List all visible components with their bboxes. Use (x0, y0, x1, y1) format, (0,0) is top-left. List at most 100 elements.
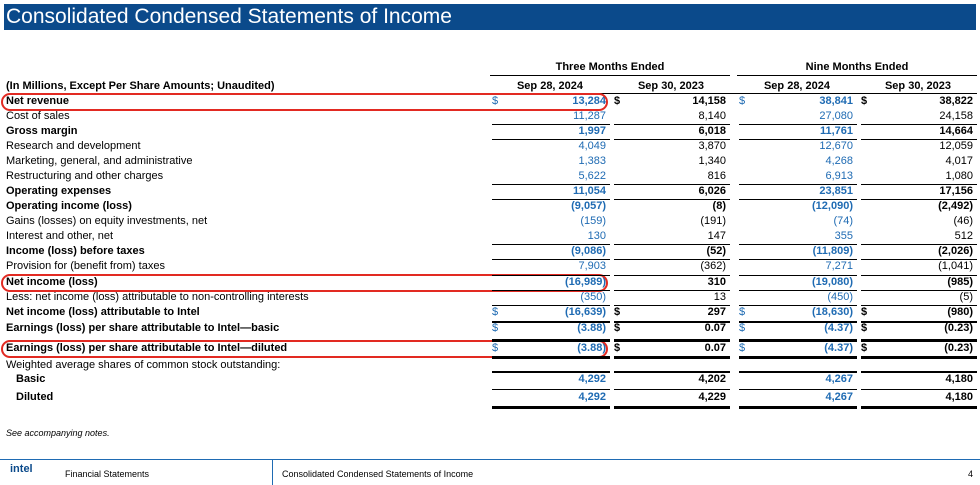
cell-value: (8) (712, 200, 726, 212)
column-header-2: Sep 30, 2023 (637, 80, 705, 92)
value-cell: 8,140 (612, 110, 730, 124)
value-cell: (985) (859, 276, 977, 290)
value-cell: 4,229 (612, 391, 730, 405)
cell-value: 6,018 (698, 125, 726, 137)
table-rule (614, 356, 730, 359)
value-cell: 4,202 (612, 373, 730, 387)
value-cell: 11,287 (490, 110, 610, 124)
value-cell: 12,059 (859, 140, 977, 154)
footer-divider (272, 459, 273, 485)
table-rule (614, 124, 730, 125)
cell-value: (3.88) (577, 322, 606, 334)
cell-value: 6,913 (825, 170, 853, 182)
currency-symbol: $ (614, 95, 621, 107)
value-cell: 4,180 (859, 391, 977, 405)
cell-value: 4,180 (945, 391, 973, 403)
value-cell: (46) (859, 215, 977, 229)
value-cell: (9,086) (490, 245, 610, 259)
cell-value: 38,822 (939, 95, 973, 107)
table-rule (739, 244, 857, 245)
table-rule (614, 275, 730, 276)
value-cell: (2,026) (859, 245, 977, 259)
cell-value: 4,292 (578, 391, 606, 403)
cell-value: 27,080 (819, 110, 853, 122)
currency-symbol: $ (492, 306, 499, 318)
units-label: (In Millions, Except Per Share Amounts; … (6, 80, 275, 92)
row-label: Less: net income (loss) attributable to … (6, 291, 309, 303)
cell-value: 1,340 (698, 155, 726, 167)
table-rule (861, 139, 977, 140)
cell-value: 13,284 (572, 95, 606, 107)
cell-value: 816 (707, 170, 726, 182)
cell-value: 7,903 (578, 260, 606, 272)
cell-value: 8,140 (698, 110, 726, 122)
value-cell: 1,383 (490, 155, 610, 169)
table-rule (739, 356, 857, 359)
value-cell: 5,622 (490, 170, 610, 184)
value-cell: 6,026 (612, 185, 730, 199)
currency-symbol: $ (739, 95, 746, 107)
period-underline-nine (737, 75, 977, 76)
currency-symbol: $ (614, 322, 621, 334)
value-cell: $ (0.23) (859, 342, 977, 356)
value-cell: $0.07 (612, 342, 730, 356)
row-label: Marketing, general, and administrative (6, 155, 193, 167)
cell-value: 17,156 (939, 185, 973, 197)
row-label: Operating income (loss) (6, 200, 132, 212)
table-row: Income (loss) before taxes (9,086) (52) (11… (0, 245, 980, 259)
cell-value: (2,026) (938, 245, 973, 257)
table-row: Net income (loss) (16,989) 310 (19,080) (985… (0, 276, 980, 290)
cell-value: 4,292 (578, 373, 606, 385)
cell-value: (362) (700, 260, 726, 272)
table-row: Interest and other, net 130 147 355 512 (0, 230, 980, 244)
intel-logo: intel (10, 463, 33, 475)
cell-value: (74) (833, 215, 853, 227)
table-rule (861, 371, 977, 373)
page-number: 4 (968, 469, 974, 479)
row-label: Research and development (6, 140, 141, 152)
table-rule (492, 321, 610, 323)
value-cell: $ (18,630) (737, 306, 857, 320)
row-label: Net income (loss) attributable to Intel (6, 306, 200, 318)
value-cell: 4,292 (490, 373, 610, 387)
value-cell: 4,049 (490, 140, 610, 154)
cell-value: 13 (713, 291, 726, 303)
currency-symbol: $ (492, 342, 499, 354)
table-rule (492, 139, 610, 140)
cell-value: 4,202 (698, 373, 726, 385)
cell-value: (4.37) (824, 322, 853, 334)
value-cell: $13,284 (490, 95, 610, 109)
value-cell: (2,492) (859, 200, 977, 214)
cell-value: (18,630) (812, 306, 853, 318)
table-row: Operating income (loss) (9,057) (8) (12,090… (0, 200, 980, 214)
accompanying-notes: See accompanying notes. (6, 428, 110, 438)
value-cell: (12,090) (737, 200, 857, 214)
row-label: Net income (loss) (6, 276, 98, 288)
table-row: Gross margin 1,997 6,018 11,761 14,664 (0, 125, 980, 139)
cell-value: 7,271 (825, 260, 853, 272)
cell-value: 0.07 (704, 342, 726, 354)
row-label: Earnings (loss) per share attributable t… (6, 342, 288, 354)
value-cell: 3,870 (612, 140, 730, 154)
table-row: Diluted 4,292 4,229 4,267 4,180 (0, 391, 980, 405)
cell-value: 512 (954, 230, 973, 242)
cell-value: 355 (834, 230, 853, 242)
row-label: Restructuring and other charges (6, 170, 164, 182)
value-cell: 310 (612, 276, 730, 290)
table-rule (492, 275, 610, 276)
table-rule (492, 406, 610, 409)
table-row: Provision for (benefit from) taxes 7,903 (… (0, 260, 980, 274)
value-cell: 7,271 (737, 260, 857, 274)
table-rule (861, 199, 977, 200)
column-header-3: Sep 28, 2024 (763, 80, 831, 92)
table-row: Marketing, general, and administrative 1,… (0, 155, 980, 169)
value-cell: 1,080 (859, 170, 977, 184)
cell-value: 11,761 (819, 125, 853, 137)
cell-value: (980) (947, 306, 973, 318)
value-cell: 6,018 (612, 125, 730, 139)
cell-value: 6,026 (698, 185, 726, 197)
cell-value: (450) (827, 291, 853, 303)
value-cell: 816 (612, 170, 730, 184)
cell-value: (3.88) (577, 342, 606, 354)
currency-symbol: $ (861, 342, 868, 354)
